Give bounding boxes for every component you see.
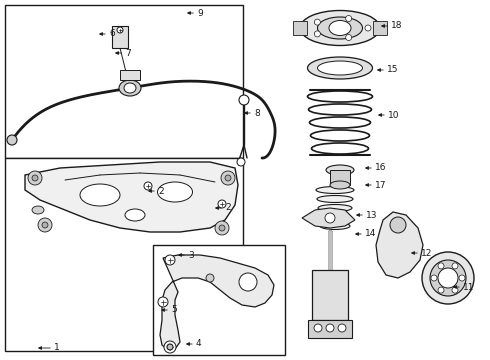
- Circle shape: [326, 324, 334, 332]
- Circle shape: [165, 255, 175, 265]
- Text: 7: 7: [125, 49, 131, 58]
- Circle shape: [7, 135, 17, 145]
- Circle shape: [218, 200, 226, 208]
- Circle shape: [167, 344, 173, 350]
- Circle shape: [438, 287, 444, 293]
- Ellipse shape: [206, 274, 214, 282]
- Circle shape: [452, 263, 458, 269]
- Bar: [5, 158, 243, 351]
- Text: 4: 4: [196, 339, 201, 348]
- Ellipse shape: [330, 181, 350, 189]
- Ellipse shape: [430, 260, 466, 296]
- Circle shape: [144, 182, 152, 190]
- Circle shape: [345, 35, 352, 41]
- Text: 16: 16: [375, 163, 387, 172]
- Ellipse shape: [329, 21, 351, 36]
- Ellipse shape: [316, 186, 354, 194]
- Bar: [312, 270, 348, 320]
- Bar: [293, 21, 307, 35]
- Circle shape: [215, 221, 229, 235]
- Bar: [5, 5, 243, 158]
- Ellipse shape: [318, 204, 352, 211]
- Circle shape: [325, 213, 335, 223]
- Circle shape: [117, 27, 123, 33]
- Ellipse shape: [422, 252, 474, 304]
- Ellipse shape: [125, 209, 145, 221]
- Circle shape: [225, 175, 231, 181]
- Text: 2: 2: [158, 186, 164, 195]
- Text: 3: 3: [188, 251, 194, 260]
- Ellipse shape: [438, 268, 458, 288]
- Text: 5: 5: [171, 306, 177, 315]
- Ellipse shape: [317, 195, 353, 202]
- Bar: [120, 70, 140, 80]
- Ellipse shape: [326, 165, 354, 175]
- Text: 15: 15: [387, 66, 398, 75]
- Text: 11: 11: [463, 283, 474, 292]
- Ellipse shape: [157, 182, 193, 202]
- Ellipse shape: [239, 273, 257, 291]
- Bar: [112, 26, 128, 48]
- Polygon shape: [302, 208, 355, 228]
- Ellipse shape: [80, 184, 120, 206]
- Text: 18: 18: [391, 22, 402, 31]
- Ellipse shape: [318, 17, 363, 39]
- Ellipse shape: [119, 80, 141, 96]
- Circle shape: [315, 19, 320, 25]
- Ellipse shape: [320, 222, 350, 230]
- Ellipse shape: [124, 83, 136, 93]
- Circle shape: [345, 15, 352, 22]
- Circle shape: [438, 263, 444, 269]
- Circle shape: [239, 95, 249, 105]
- Circle shape: [32, 175, 38, 181]
- Text: 9: 9: [197, 9, 203, 18]
- Polygon shape: [160, 255, 274, 350]
- Text: 1: 1: [54, 343, 60, 352]
- Circle shape: [365, 25, 371, 31]
- Ellipse shape: [32, 206, 44, 214]
- Circle shape: [431, 275, 437, 281]
- Text: 2: 2: [225, 203, 231, 212]
- Circle shape: [314, 324, 322, 332]
- Circle shape: [42, 222, 48, 228]
- Circle shape: [237, 158, 245, 166]
- Circle shape: [315, 31, 320, 37]
- Text: 12: 12: [421, 248, 432, 257]
- Circle shape: [219, 225, 225, 231]
- Circle shape: [158, 297, 168, 307]
- Bar: [373, 21, 387, 35]
- Circle shape: [38, 218, 52, 232]
- Bar: [153, 245, 285, 355]
- Text: 10: 10: [388, 111, 399, 120]
- Text: 13: 13: [366, 211, 377, 220]
- Circle shape: [338, 324, 346, 332]
- Circle shape: [28, 171, 42, 185]
- Circle shape: [390, 217, 406, 233]
- Ellipse shape: [319, 213, 351, 220]
- Text: 8: 8: [254, 108, 260, 117]
- Ellipse shape: [300, 10, 380, 45]
- Ellipse shape: [308, 57, 372, 79]
- Circle shape: [452, 287, 458, 293]
- Circle shape: [221, 171, 235, 185]
- Bar: [330, 170, 350, 185]
- Text: 14: 14: [365, 230, 376, 238]
- Ellipse shape: [318, 61, 363, 75]
- Polygon shape: [376, 212, 423, 278]
- Bar: [308, 320, 352, 338]
- Circle shape: [164, 341, 176, 353]
- Polygon shape: [25, 162, 238, 232]
- Circle shape: [459, 275, 465, 281]
- Text: 17: 17: [375, 180, 387, 189]
- Text: 6: 6: [109, 30, 115, 39]
